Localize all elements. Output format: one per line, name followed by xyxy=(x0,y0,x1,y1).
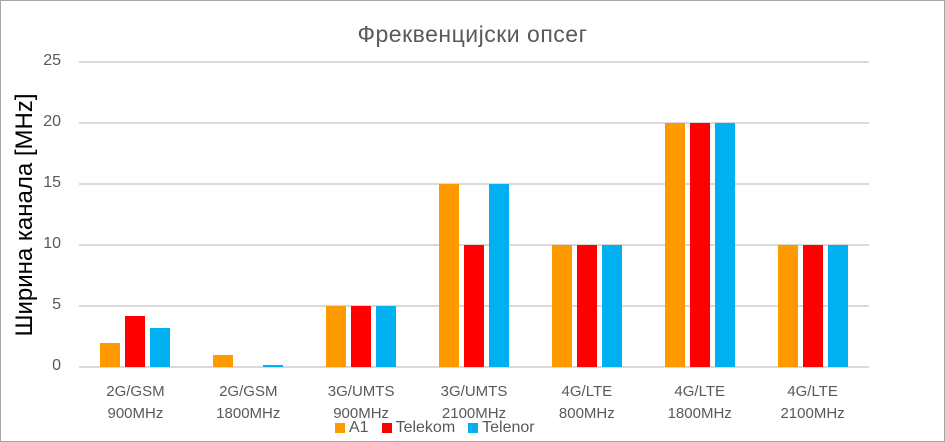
x-tick-label-line: 1800MHz xyxy=(216,405,281,422)
x-tick-label-line: 2G/GSM xyxy=(219,383,278,400)
x-tick-label: 2G/GSM 1800MHz xyxy=(192,381,304,425)
bar-a1 xyxy=(664,123,685,367)
bar-telenor xyxy=(489,184,509,367)
legend-swatch-icon xyxy=(468,423,479,433)
x-tick-label-line: 4G/LTE xyxy=(787,383,838,400)
x-tick-label: 3G/UMTS 2100MHz xyxy=(418,381,530,425)
gridline xyxy=(79,122,869,124)
bar-a1 xyxy=(326,306,347,367)
y-tick-label: 20 xyxy=(43,113,61,130)
x-tick-label-line: 4G/LTE xyxy=(674,383,725,400)
x-tick-label-line: 4G/LTE xyxy=(561,383,613,400)
legend-item-telekom: Telekom xyxy=(381,419,456,437)
gridline xyxy=(79,183,869,185)
x-tick-label: 2G/GSM 900MHz xyxy=(79,381,191,425)
x-tick-label-line: 800MHz xyxy=(558,405,615,422)
bar-telekom xyxy=(464,245,484,367)
gridline xyxy=(79,61,869,63)
plot-area xyxy=(79,61,869,368)
x-tick-label-line: 2100MHz xyxy=(780,405,845,422)
legend-swatch-icon xyxy=(335,423,345,433)
bar-telenor xyxy=(376,306,397,367)
bar-telekom xyxy=(802,245,823,367)
bar-telekom xyxy=(351,306,372,367)
chart-title: Фреквенцијски опсег xyxy=(357,21,588,47)
bar-a1 xyxy=(551,245,572,367)
bar-telenor xyxy=(263,364,284,367)
y-tick-label: 25 xyxy=(43,52,61,69)
x-tick-label: 4G/LTE 1800MHz xyxy=(644,381,756,425)
legend-swatch-icon xyxy=(381,423,392,433)
gridline xyxy=(79,366,869,368)
x-tick-label: 4G/LTE 800MHz xyxy=(531,381,643,425)
y-tick-label: 5 xyxy=(52,296,61,313)
x-tick-label-line: 1800MHz xyxy=(667,405,732,422)
x-tick-label-line: 3G/UMTS xyxy=(327,383,395,400)
legend-label: Telenor xyxy=(482,419,535,436)
bar-a1 xyxy=(213,354,234,367)
x-tick-label-line: 3G/UMTS xyxy=(440,383,508,400)
legend-label: A1 xyxy=(349,419,369,436)
y-tick-label: 15 xyxy=(43,174,61,191)
bar-telenor xyxy=(827,245,848,367)
bar-telenor xyxy=(601,245,622,367)
legend-item-telenor: Telenor xyxy=(468,419,535,437)
x-tick-label: 3G/UMTS 900MHz xyxy=(305,381,417,425)
bar-telekom xyxy=(576,245,597,367)
legend: A1 Telekom Telenor xyxy=(335,419,548,437)
bar-telekom xyxy=(689,123,710,367)
x-tick-label-line: 2G/GSM xyxy=(106,383,165,400)
x-tick-label-line: 900MHz xyxy=(107,405,164,422)
bar-telenor xyxy=(714,123,735,367)
bar-telenor xyxy=(150,327,171,367)
x-tick-label-line: 2100MHz xyxy=(441,405,507,422)
legend-item-a1: A1 xyxy=(335,419,369,437)
x-tick-label: 4G/LTE 2100MHz xyxy=(757,381,869,425)
bar-a1 xyxy=(100,342,121,367)
y-tick-label: 10 xyxy=(43,235,61,252)
y-tick-label: 0 xyxy=(52,357,61,374)
bar-a1 xyxy=(777,245,798,367)
legend-label: Telekom xyxy=(395,419,456,436)
bar-a1 xyxy=(439,184,459,367)
bar-telekom xyxy=(125,315,146,367)
x-tick-label-line: 900MHz xyxy=(333,405,390,422)
